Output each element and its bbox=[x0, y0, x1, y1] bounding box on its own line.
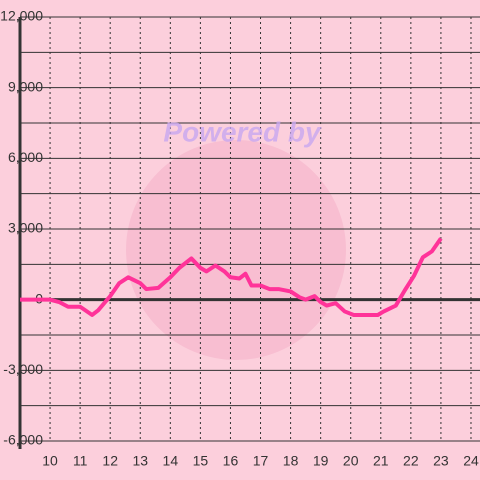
y-tick-label: -3,000 bbox=[3, 361, 43, 377]
x-tick-label: 14 bbox=[163, 453, 179, 469]
x-tick-label: 15 bbox=[193, 453, 209, 469]
y-tick-label: 9,000 bbox=[8, 78, 43, 94]
x-tick-label: 11 bbox=[73, 453, 88, 469]
x-tick-label: 21 bbox=[373, 453, 389, 469]
y-tick-label: 3,000 bbox=[8, 220, 43, 236]
x-tick-label: 20 bbox=[343, 453, 359, 469]
x-tick-label: 19 bbox=[313, 453, 329, 469]
line bbox=[20, 237, 443, 317]
watermark: Powered by bbox=[163, 116, 322, 147]
x-tick-label: 23 bbox=[433, 453, 449, 469]
y-tick-label: 12,000 bbox=[0, 8, 43, 24]
x-tick-label: 18 bbox=[283, 453, 299, 469]
x-tick-label: 10 bbox=[42, 453, 58, 469]
watermark-image bbox=[126, 140, 346, 360]
x-tick-label: 16 bbox=[223, 453, 239, 469]
x-tick-label: 24 bbox=[463, 453, 479, 469]
x-tick-label: 13 bbox=[132, 453, 148, 469]
y-tick-label: 6,000 bbox=[8, 149, 43, 165]
y-tick-label: -6,000 bbox=[3, 432, 43, 448]
x-tick-label: 17 bbox=[253, 453, 269, 469]
x-tick-label: 12 bbox=[102, 453, 118, 469]
x-tick-label: 22 bbox=[403, 453, 419, 469]
